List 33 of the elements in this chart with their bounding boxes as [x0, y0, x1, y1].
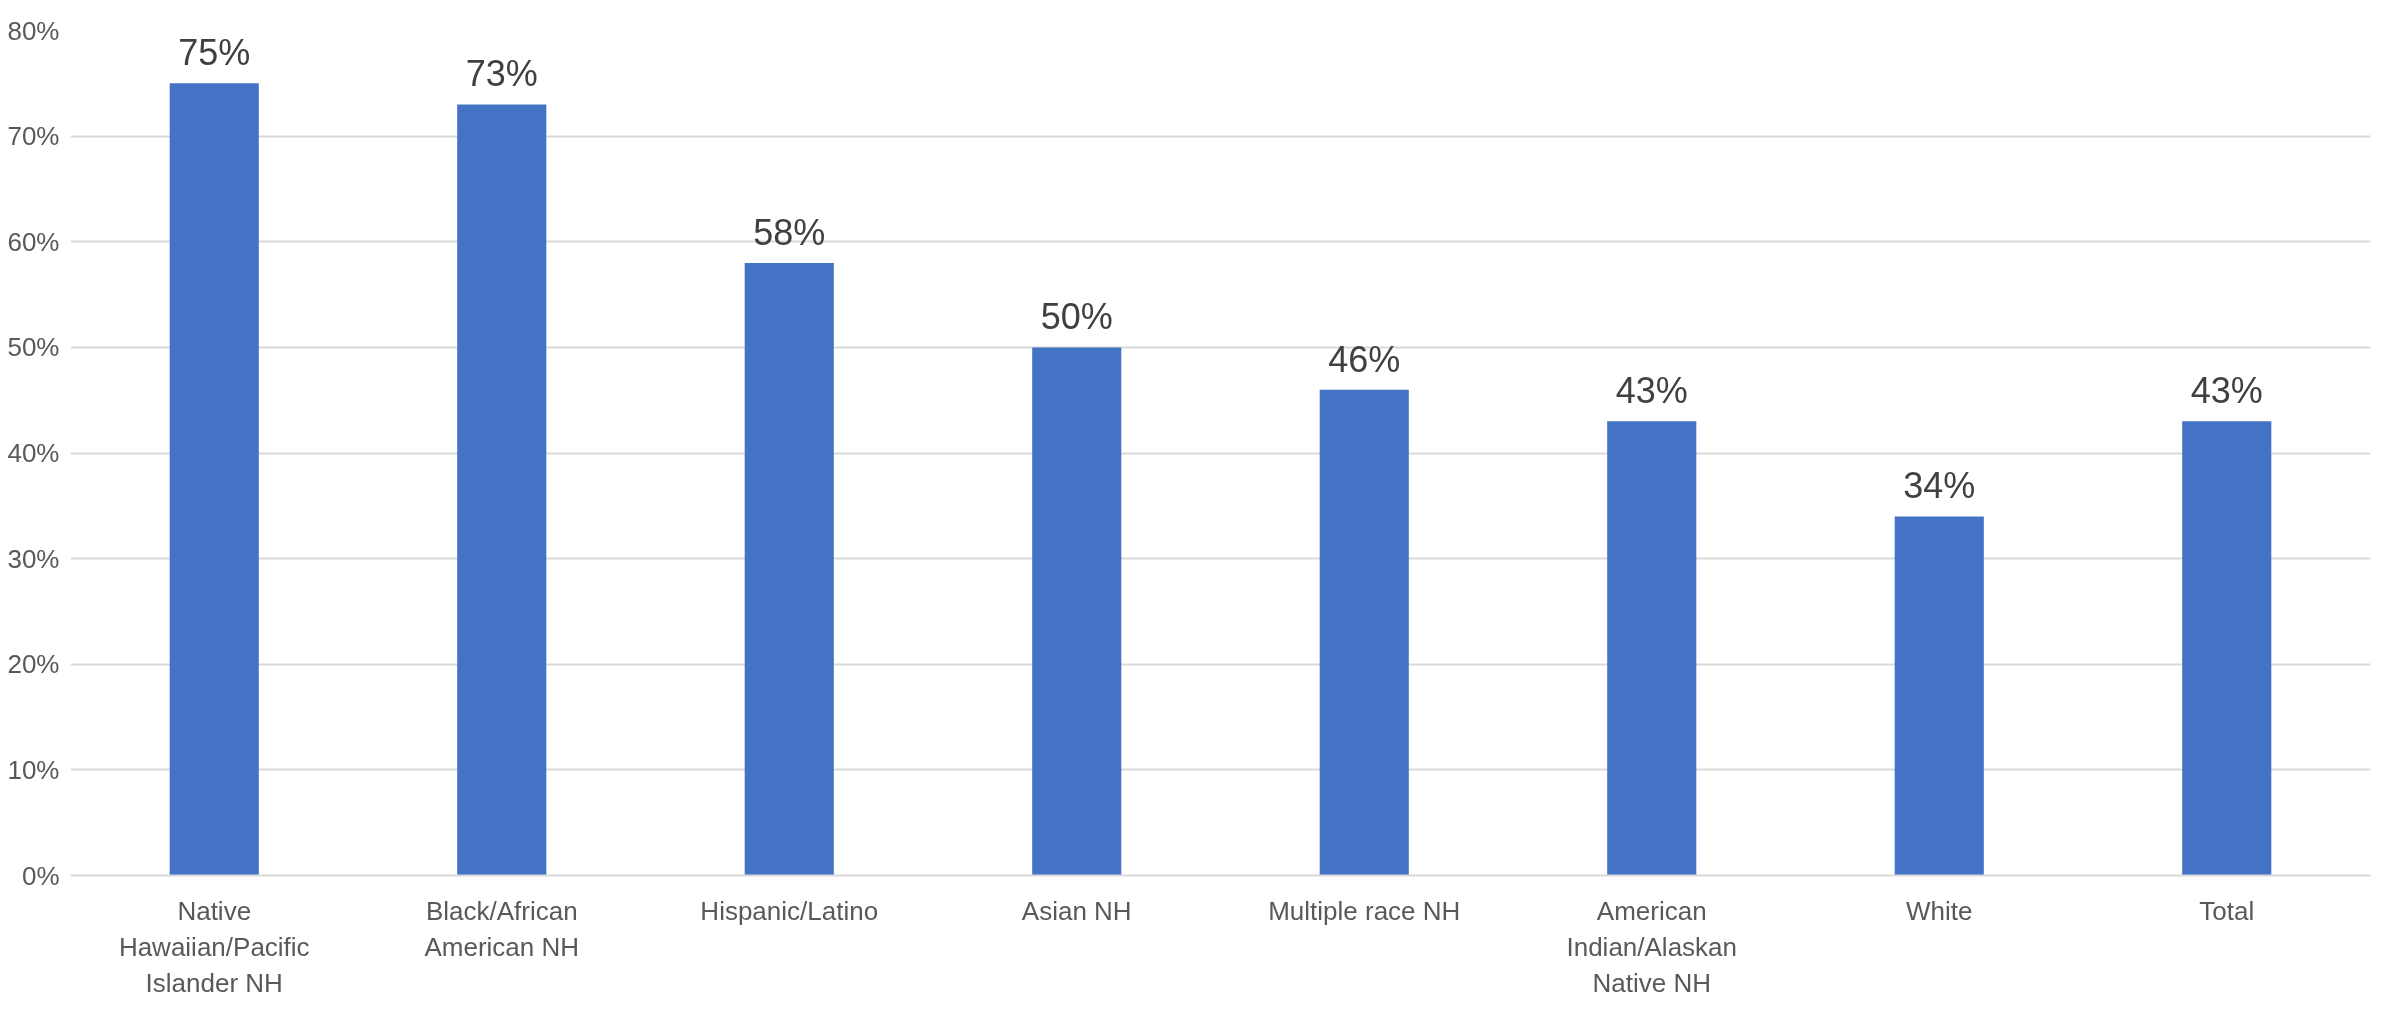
x-tick-label: Hispanic/Latino	[700, 895, 879, 926]
y-tick-label: 40%	[7, 438, 60, 468]
data-label: 34%	[1903, 465, 1976, 507]
x-tick-label: Multiple race NH	[1268, 895, 1461, 926]
x-tick-label: American Indian/Alaskan Native NH	[1566, 895, 1738, 998]
bar	[1894, 516, 1984, 876]
bar	[1032, 347, 1122, 876]
bar	[744, 262, 834, 876]
y-tick-label: 0%	[21, 860, 60, 891]
bar	[457, 104, 547, 876]
x-tick-label: Total	[2199, 895, 2255, 926]
bar	[1607, 421, 1697, 876]
data-label: 50%	[1040, 296, 1113, 338]
bar	[2182, 421, 2272, 876]
data-label: 75%	[178, 32, 251, 74]
y-tick-label: 80%	[7, 15, 60, 46]
y-tick-label: 10%	[7, 754, 60, 785]
y-tick-label: 30%	[7, 543, 60, 574]
y-tick-label: 20%	[7, 649, 60, 680]
data-label: 73%	[465, 53, 538, 95]
bar	[1319, 389, 1409, 876]
bar	[169, 83, 259, 876]
x-tick-label: Native Hawaiian/Pacific Islander NH	[118, 895, 310, 998]
x-tick-label: Asian NH	[1021, 895, 1132, 926]
data-label: 46%	[1328, 338, 1401, 380]
data-label: 43%	[1615, 370, 1688, 412]
y-tick-label: 70%	[7, 121, 60, 152]
data-label: 43%	[2190, 370, 2263, 412]
x-tick-label: Black/African American NH	[424, 895, 580, 962]
y-tick-label: 60%	[7, 226, 60, 257]
y-tick-label: 50%	[7, 332, 60, 363]
x-tick-label: White	[1906, 895, 1973, 926]
data-label: 58%	[753, 211, 826, 253]
